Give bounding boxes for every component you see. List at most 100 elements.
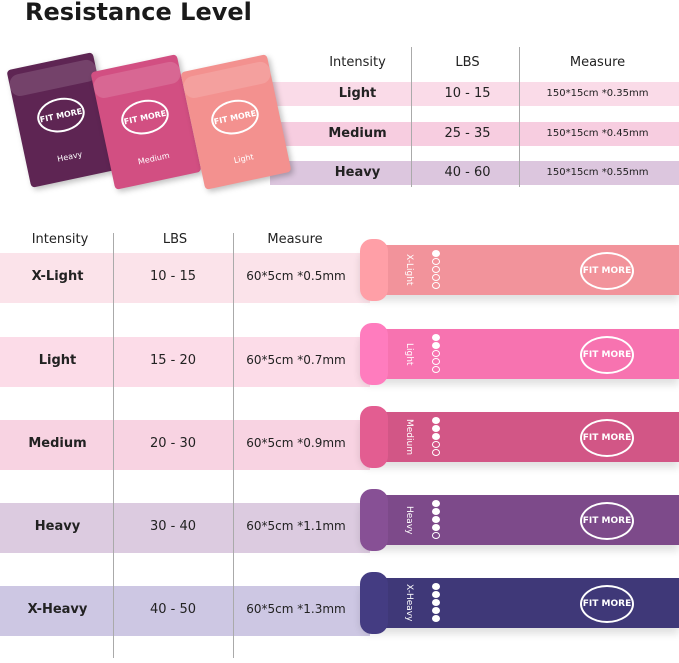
level-indicator: [432, 500, 440, 539]
measure-cell: 150*15cm *0.45mm: [546, 128, 649, 139]
top-divider: [411, 47, 412, 187]
lbs-cell: 15 - 20: [149, 353, 197, 368]
band-label: Heavy: [404, 505, 414, 535]
resistance-loop-band: Light FIT MORE: [360, 323, 679, 385]
sheet-fold: [181, 60, 273, 100]
sheet-label: Medium: [137, 150, 171, 167]
band-curl: [360, 323, 388, 385]
top-header-lbs: LBS: [455, 55, 480, 70]
level-dot: [432, 449, 440, 456]
top-table-row: [270, 82, 679, 106]
resistance-loop-band: Medium FIT MORE: [360, 406, 679, 468]
divider: [113, 233, 114, 658]
measure-cell: 60*5cm *0.7mm: [246, 353, 346, 367]
level-dot: [432, 425, 440, 432]
header-measure: Measure: [267, 232, 323, 247]
level-dot: [432, 250, 440, 257]
measure-cell: 150*15cm *0.35mm: [546, 88, 649, 99]
lbs-cell: 20 - 30: [149, 436, 197, 451]
lbs-cell: 10 - 15: [149, 269, 197, 284]
band-curl: [360, 572, 388, 634]
level-dot: [432, 508, 440, 515]
page-title: Resistance Level: [25, 0, 252, 26]
measure-cell: 60*5cm *1.3mm: [246, 602, 346, 616]
divider: [233, 233, 234, 658]
intensity-cell: Heavy: [34, 519, 81, 534]
band-label: Light: [404, 342, 414, 366]
level-dot: [432, 334, 440, 341]
level-dot: [432, 524, 440, 531]
header-lbs: LBS: [162, 232, 188, 247]
table-row: [0, 586, 370, 636]
band-curl: [360, 239, 388, 301]
brand-logo: FIT MORE: [580, 585, 634, 623]
resistance-loop-band: X-Heavy FIT MORE: [360, 572, 679, 634]
level-dot: [432, 591, 440, 598]
level-dot: [432, 607, 440, 614]
brand-logo: FIT MORE: [580, 336, 634, 374]
level-dot: [432, 516, 440, 523]
header-intensity: Intensity: [31, 232, 89, 247]
sheet-label: Heavy: [56, 149, 84, 164]
table-row: [0, 337, 370, 387]
top-header-intensity: Intensity: [329, 55, 386, 70]
top-table-row: [270, 161, 679, 185]
measure-cell: 60*5cm *0.5mm: [246, 269, 346, 283]
lbs-cell: 10 - 15: [444, 86, 491, 101]
measure-cell: 60*5cm *1.1mm: [246, 519, 346, 533]
brand-logo: FIT MORE: [580, 252, 634, 290]
level-dot: [432, 282, 440, 289]
measure-cell: 150*15cm *0.55mm: [546, 167, 649, 178]
resistance-loop-band: Heavy FIT MORE: [360, 489, 679, 551]
table-row: [0, 503, 370, 553]
brand-logo: FIT MORE: [580, 502, 634, 540]
brand-logo: FIT MORE: [117, 95, 172, 139]
lbs-cell: 40 - 60: [444, 165, 491, 180]
level-indicator: [432, 250, 440, 289]
level-dot: [432, 532, 440, 539]
level-indicator: [432, 583, 440, 622]
level-dot: [432, 500, 440, 507]
sheet-fold: [7, 58, 99, 98]
level-dot: [432, 615, 440, 622]
level-dot: [432, 583, 440, 590]
level-dot: [432, 441, 440, 448]
band-label: X-Light: [404, 254, 414, 286]
intensity-cell: Medium: [28, 436, 87, 451]
brand-logo: FIT MORE: [580, 419, 634, 457]
sheet-fold: [91, 60, 183, 100]
level-dot: [432, 342, 440, 349]
brand-logo: FIT MORE: [207, 95, 262, 139]
level-dot: [432, 366, 440, 373]
top-table-row: [270, 122, 679, 146]
level-dot: [432, 358, 440, 365]
intensity-cell: X-Light: [31, 269, 84, 284]
top-header-measure: Measure: [569, 55, 626, 70]
intensity-cell: Heavy: [334, 165, 381, 180]
top-divider: [519, 47, 520, 187]
measure-cell: 60*5cm *0.9mm: [246, 436, 346, 450]
level-dot: [432, 417, 440, 424]
level-indicator: [432, 417, 440, 456]
level-dot: [432, 350, 440, 357]
band-curl: [360, 489, 388, 551]
intensity-cell: Light: [338, 86, 377, 101]
intensity-cell: Medium: [328, 126, 387, 141]
level-indicator: [432, 334, 440, 373]
band-label: X-Heavy: [404, 584, 414, 622]
intensity-cell: X-Heavy: [27, 602, 88, 617]
lbs-cell: 40 - 50: [149, 602, 197, 617]
sheet-label: Light: [233, 152, 255, 166]
resistance-loop-band: X-Light FIT MORE: [360, 239, 679, 301]
intensity-cell: Light: [38, 353, 77, 368]
level-dot: [432, 274, 440, 281]
level-dot: [432, 599, 440, 606]
band-curl: [360, 406, 388, 468]
table-row: [0, 253, 370, 303]
level-dot: [432, 433, 440, 440]
brand-logo: FIT MORE: [33, 93, 88, 137]
lbs-cell: 25 - 35: [444, 126, 491, 141]
table-row: [0, 420, 370, 470]
band-label: Medium: [404, 419, 414, 455]
